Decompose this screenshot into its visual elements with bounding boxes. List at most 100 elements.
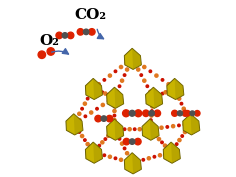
Circle shape: [129, 139, 135, 144]
Circle shape: [131, 161, 134, 164]
Circle shape: [113, 123, 116, 126]
Circle shape: [152, 96, 155, 99]
Circle shape: [135, 138, 141, 145]
Circle shape: [113, 128, 116, 131]
Polygon shape: [85, 142, 102, 163]
Circle shape: [62, 33, 68, 38]
Circle shape: [150, 114, 153, 117]
Circle shape: [113, 119, 116, 122]
Circle shape: [113, 96, 116, 99]
Circle shape: [107, 134, 110, 137]
Polygon shape: [74, 114, 83, 135]
Circle shape: [186, 127, 189, 129]
Circle shape: [178, 124, 180, 127]
Circle shape: [155, 95, 158, 97]
Circle shape: [135, 110, 142, 117]
Circle shape: [113, 128, 116, 131]
Circle shape: [128, 128, 131, 131]
Circle shape: [133, 128, 136, 130]
Polygon shape: [150, 119, 159, 140]
Circle shape: [180, 102, 183, 105]
Circle shape: [151, 110, 153, 112]
Circle shape: [120, 142, 124, 145]
Circle shape: [189, 123, 192, 125]
Circle shape: [189, 122, 192, 125]
Circle shape: [115, 132, 118, 136]
Circle shape: [75, 126, 78, 130]
Circle shape: [143, 79, 146, 82]
Polygon shape: [142, 119, 159, 140]
Circle shape: [154, 127, 157, 130]
Circle shape: [120, 79, 124, 82]
Polygon shape: [114, 119, 124, 140]
Circle shape: [118, 138, 121, 140]
Circle shape: [98, 89, 101, 93]
Polygon shape: [146, 87, 163, 108]
Circle shape: [114, 157, 117, 159]
Circle shape: [77, 29, 84, 35]
Circle shape: [119, 158, 123, 161]
Circle shape: [131, 57, 134, 60]
Polygon shape: [132, 153, 141, 174]
Circle shape: [113, 96, 116, 99]
Circle shape: [153, 156, 156, 158]
Circle shape: [152, 96, 155, 99]
Circle shape: [182, 110, 188, 116]
Circle shape: [128, 63, 131, 65]
Circle shape: [80, 135, 84, 138]
Circle shape: [118, 128, 121, 131]
Circle shape: [167, 90, 170, 92]
Polygon shape: [114, 87, 124, 108]
Circle shape: [118, 85, 121, 87]
Circle shape: [110, 95, 113, 98]
Circle shape: [148, 128, 152, 131]
Circle shape: [98, 144, 101, 147]
Circle shape: [169, 151, 173, 154]
Circle shape: [38, 51, 46, 58]
Circle shape: [137, 68, 140, 71]
Circle shape: [154, 110, 160, 116]
Circle shape: [160, 126, 163, 129]
Circle shape: [131, 57, 134, 60]
Circle shape: [101, 103, 104, 107]
Circle shape: [158, 93, 161, 96]
Polygon shape: [171, 142, 180, 163]
Circle shape: [92, 87, 95, 90]
Circle shape: [56, 32, 62, 39]
Polygon shape: [167, 78, 184, 99]
Circle shape: [83, 29, 89, 35]
Circle shape: [164, 91, 167, 94]
Circle shape: [108, 155, 111, 158]
Circle shape: [152, 101, 154, 103]
Circle shape: [113, 114, 116, 117]
Circle shape: [173, 87, 176, 90]
Circle shape: [189, 123, 192, 125]
Circle shape: [149, 128, 151, 130]
Circle shape: [81, 107, 83, 110]
Polygon shape: [175, 78, 184, 99]
Circle shape: [167, 148, 169, 150]
Circle shape: [89, 29, 95, 35]
Circle shape: [143, 65, 146, 69]
Text: O₂: O₂: [39, 34, 59, 48]
Circle shape: [92, 151, 94, 153]
Circle shape: [126, 152, 129, 155]
Polygon shape: [132, 48, 141, 69]
Text: CO₂: CO₂: [75, 8, 107, 22]
Circle shape: [101, 141, 104, 144]
Circle shape: [78, 112, 81, 115]
Circle shape: [95, 115, 101, 122]
Circle shape: [155, 74, 158, 77]
Circle shape: [155, 135, 157, 137]
Circle shape: [119, 65, 123, 69]
Circle shape: [173, 87, 176, 90]
Circle shape: [149, 90, 152, 93]
Circle shape: [123, 128, 126, 130]
Circle shape: [136, 160, 139, 163]
Circle shape: [152, 96, 155, 99]
Circle shape: [72, 122, 75, 125]
Circle shape: [84, 139, 86, 141]
Circle shape: [137, 61, 139, 64]
Circle shape: [72, 123, 75, 125]
Circle shape: [149, 70, 152, 73]
